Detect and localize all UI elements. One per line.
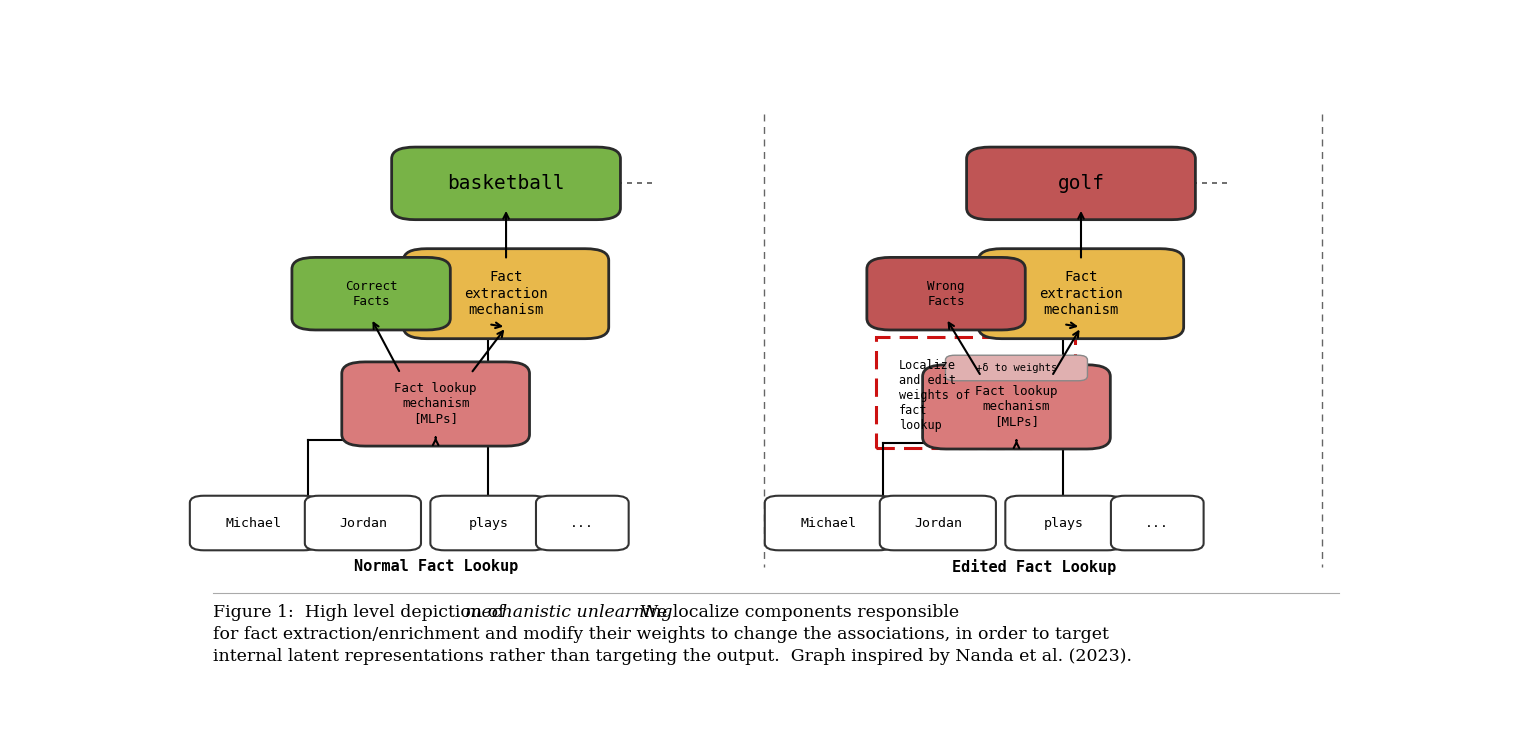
Text: for fact extraction/enrichment and modify their weights to change the associatio: for fact extraction/enrichment and modif… bbox=[212, 627, 1108, 643]
Text: +δ to weights: +δ to weights bbox=[977, 363, 1057, 373]
Text: Fact lookup
mechanism
[MLPs]: Fact lookup mechanism [MLPs] bbox=[395, 382, 477, 425]
FancyBboxPatch shape bbox=[966, 147, 1196, 219]
FancyBboxPatch shape bbox=[292, 257, 450, 330]
FancyBboxPatch shape bbox=[403, 249, 609, 339]
FancyBboxPatch shape bbox=[342, 362, 530, 446]
Text: Localize
and edit
weights of
fact
lookup: Localize and edit weights of fact lookup bbox=[899, 359, 970, 432]
Text: plays: plays bbox=[468, 516, 509, 529]
Text: Normal Fact Lookup: Normal Fact Lookup bbox=[354, 559, 518, 574]
Text: Figure 1:  High level depiction of: Figure 1: High level depiction of bbox=[212, 604, 510, 621]
Text: Correct
Facts: Correct Facts bbox=[345, 280, 397, 308]
FancyBboxPatch shape bbox=[765, 495, 893, 550]
Text: ...: ... bbox=[571, 516, 595, 529]
FancyBboxPatch shape bbox=[392, 147, 621, 219]
Text: Jordan: Jordan bbox=[914, 516, 961, 529]
FancyBboxPatch shape bbox=[880, 495, 996, 550]
Text: Jordan: Jordan bbox=[339, 516, 388, 529]
FancyBboxPatch shape bbox=[304, 495, 421, 550]
Text: golf: golf bbox=[1057, 174, 1105, 193]
Text: Michael: Michael bbox=[801, 516, 857, 529]
FancyBboxPatch shape bbox=[189, 495, 318, 550]
Text: .  We localize components responsible: . We localize components responsible bbox=[624, 604, 960, 621]
FancyBboxPatch shape bbox=[868, 257, 1025, 330]
FancyBboxPatch shape bbox=[430, 495, 547, 550]
FancyBboxPatch shape bbox=[1005, 495, 1122, 550]
Text: Michael: Michael bbox=[226, 516, 282, 529]
Text: internal latent representations rather than targeting the output.  Graph inspire: internal latent representations rather t… bbox=[212, 648, 1132, 666]
Text: ...: ... bbox=[1145, 516, 1169, 529]
Text: Fact
extraction
mechanism: Fact extraction mechanism bbox=[1039, 271, 1123, 317]
FancyBboxPatch shape bbox=[1111, 495, 1204, 550]
FancyBboxPatch shape bbox=[945, 355, 1087, 381]
Text: Edited Fact Lookup: Edited Fact Lookup bbox=[952, 559, 1116, 575]
Text: Fact
extraction
mechanism: Fact extraction mechanism bbox=[465, 271, 548, 317]
FancyBboxPatch shape bbox=[536, 495, 628, 550]
Text: Fact lookup
mechanism
[MLPs]: Fact lookup mechanism [MLPs] bbox=[975, 385, 1058, 428]
FancyBboxPatch shape bbox=[978, 249, 1184, 339]
FancyBboxPatch shape bbox=[922, 365, 1110, 449]
Text: mechanistic unlearning: mechanistic unlearning bbox=[465, 604, 672, 621]
Text: basketball: basketball bbox=[447, 174, 565, 193]
Text: Wrong
Facts: Wrong Facts bbox=[927, 280, 964, 308]
Text: plays: plays bbox=[1043, 516, 1084, 529]
